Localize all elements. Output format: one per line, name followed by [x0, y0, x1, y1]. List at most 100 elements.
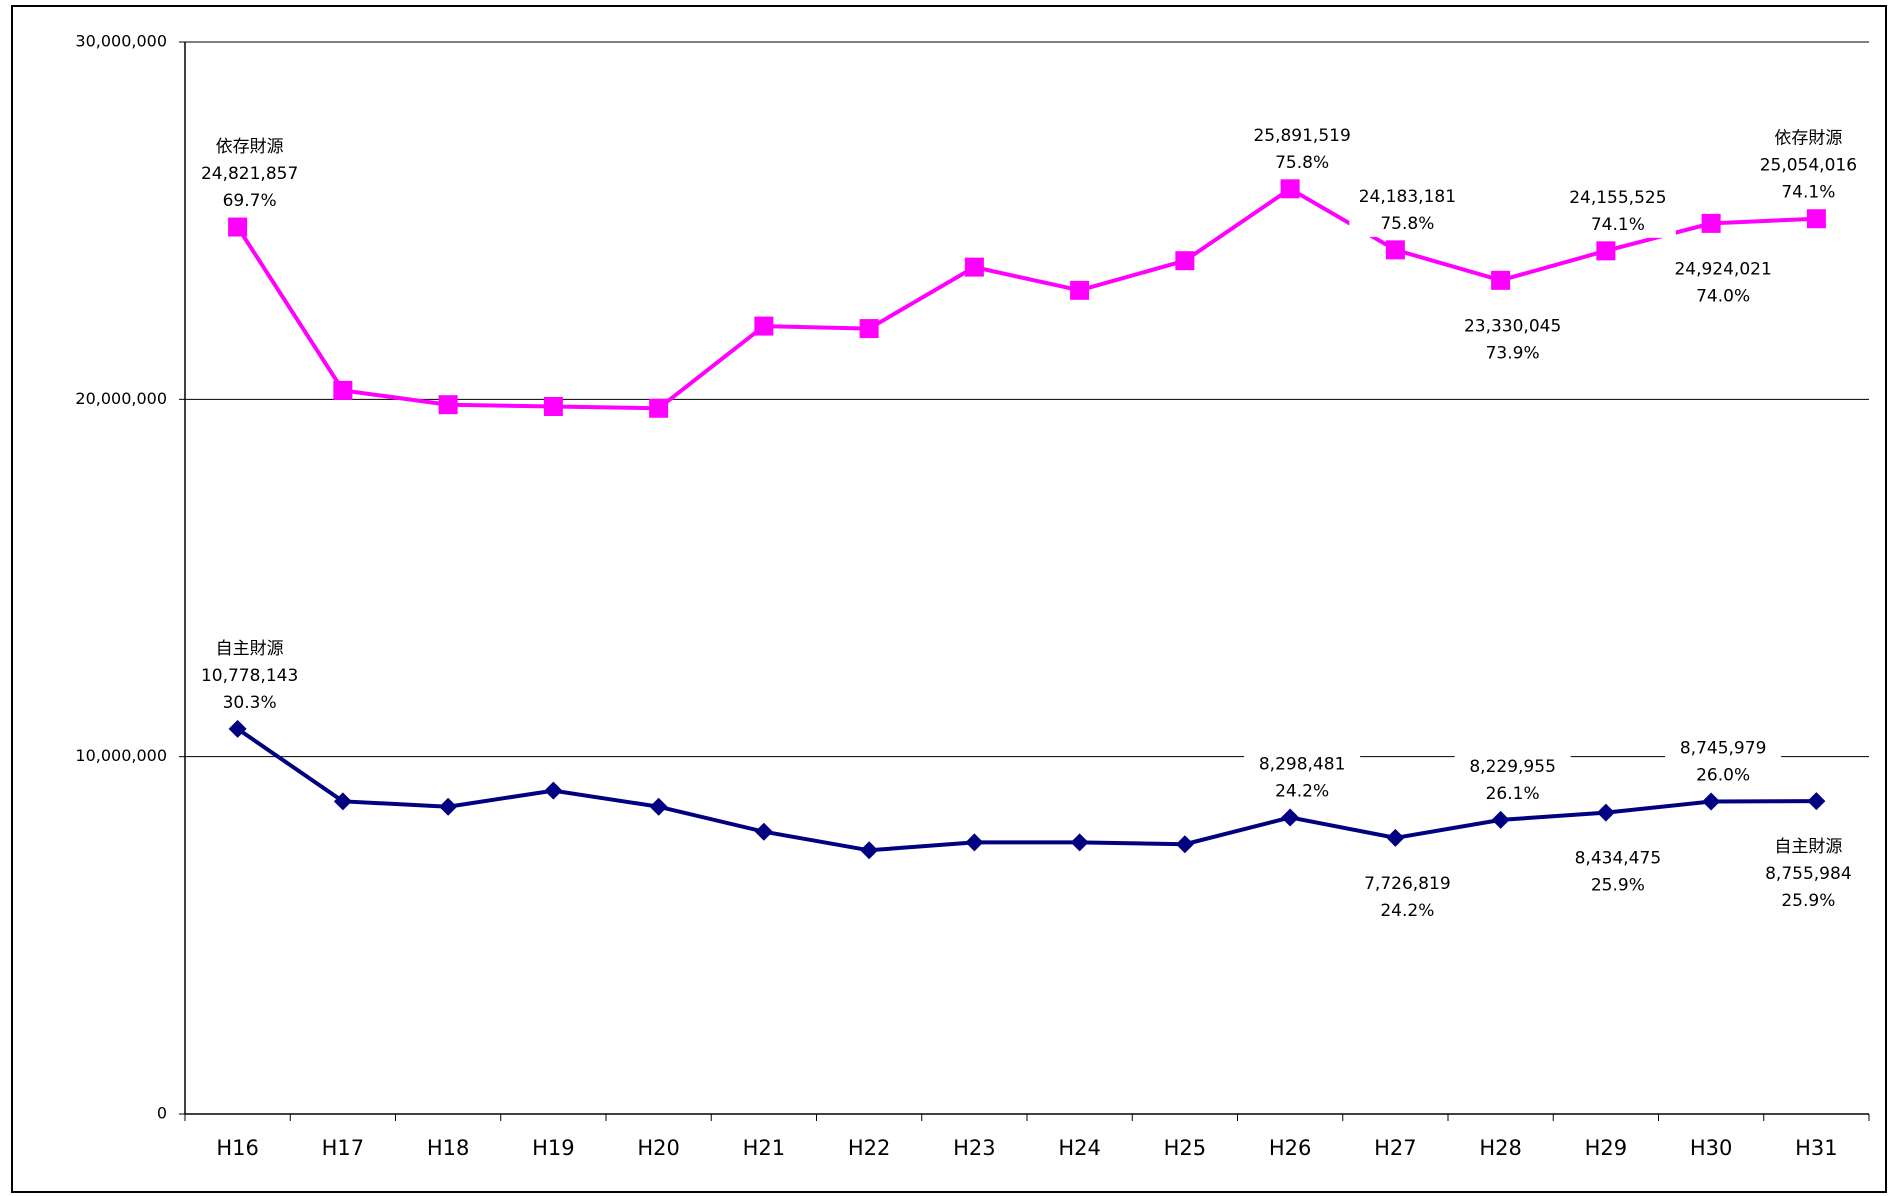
x-tick-label: H17: [322, 1136, 365, 1160]
marker: [1702, 792, 1721, 811]
marker: [754, 316, 774, 336]
marker: [228, 217, 248, 237]
value-label: 8,298,481: [1259, 754, 1346, 774]
x-tick-label: H26: [1269, 1136, 1312, 1160]
y-tick-label: 20,000,000: [75, 389, 167, 408]
y-tick-label: 10,000,000: [75, 746, 167, 765]
percent-label: 24.2%: [1380, 901, 1434, 921]
series-name: 自主財源: [216, 639, 284, 659]
series-name: 自主財源: [1774, 837, 1842, 857]
percent-label: 75.8%: [1275, 153, 1329, 173]
label-background: [1750, 124, 1867, 206]
value-label: 24,155,525: [1569, 188, 1666, 208]
x-tick-label: H20: [637, 1136, 680, 1160]
marker: [333, 792, 352, 811]
percent-label: 69.7%: [223, 191, 277, 211]
marker: [543, 396, 563, 416]
value-label: 8,755,984: [1765, 864, 1852, 884]
x-tick-label: H31: [1795, 1136, 1838, 1160]
marker: [228, 719, 247, 738]
marker: [1280, 179, 1300, 199]
percent-label: 26.1%: [1486, 784, 1540, 804]
value-label: 10,778,143: [201, 666, 298, 686]
x-tick-label: H23: [953, 1136, 996, 1160]
marker: [859, 319, 879, 339]
marker: [1807, 792, 1826, 811]
label-background: [1454, 752, 1571, 807]
label-background: [1349, 182, 1466, 237]
marker: [1491, 270, 1511, 290]
percent-label: 25.9%: [1591, 876, 1645, 896]
marker: [1175, 251, 1195, 271]
marker: [1596, 803, 1615, 822]
label-background: [1244, 121, 1361, 176]
value-label: 24,183,181: [1359, 187, 1456, 207]
marker: [333, 380, 353, 400]
label-background: [1454, 312, 1571, 367]
x-tick-label: H16: [216, 1136, 259, 1160]
x-tick-label: H19: [532, 1136, 575, 1160]
marker: [1491, 810, 1510, 829]
marker: [1175, 835, 1194, 854]
x-tick-label: H29: [1585, 1136, 1628, 1160]
series-line: [235, 186, 1817, 411]
marker: [1386, 828, 1405, 847]
value-label: 7,726,819: [1364, 874, 1451, 894]
marker: [860, 841, 879, 860]
x-tick-label: H28: [1479, 1136, 1522, 1160]
marker: [1701, 213, 1721, 233]
value-label: 24,924,021: [1674, 259, 1771, 279]
marker: [438, 395, 458, 415]
marker: [1281, 808, 1300, 827]
marker: [1596, 241, 1616, 261]
x-tick-label: H24: [1058, 1136, 1101, 1160]
value-label: 8,434,475: [1575, 849, 1662, 869]
percent-label: 74.1%: [1591, 215, 1645, 235]
series-name: 依存財源: [1774, 129, 1842, 149]
label-background: [191, 133, 308, 215]
value-label: 25,054,016: [1760, 156, 1857, 176]
marker: [1070, 280, 1090, 300]
marker: [1385, 240, 1405, 260]
x-tick-label: H25: [1164, 1136, 1207, 1160]
x-tick-label: H21: [743, 1136, 786, 1160]
x-tick-label: H27: [1374, 1136, 1417, 1160]
percent-label: 24.2%: [1275, 781, 1329, 801]
marker: [964, 257, 984, 277]
label-background: [191, 634, 308, 716]
label-background: [1665, 255, 1782, 310]
marker: [965, 833, 984, 852]
y-tick-label: 30,000,000: [75, 32, 167, 51]
value-label: 8,229,955: [1469, 757, 1556, 777]
value-label: 23,330,045: [1464, 316, 1561, 336]
series-line: [236, 727, 1817, 853]
percent-label: 74.1%: [1781, 183, 1835, 203]
label-background: [1559, 183, 1676, 238]
percent-label: 26.0%: [1696, 765, 1750, 785]
marker: [754, 822, 773, 841]
value-label: 8,745,979: [1680, 738, 1767, 758]
marker: [649, 797, 668, 816]
marker: [1070, 833, 1089, 852]
percent-label: 25.9%: [1781, 891, 1835, 911]
x-tick-label: H30: [1690, 1136, 1733, 1160]
label-background: [1244, 750, 1361, 805]
percent-label: 30.3%: [223, 693, 277, 713]
x-tick-label: H18: [427, 1136, 470, 1160]
label-background: [1559, 844, 1676, 899]
percent-label: 74.0%: [1696, 286, 1750, 306]
y-tick-label: 0: [157, 1104, 167, 1123]
percent-label: 73.9%: [1486, 343, 1540, 363]
series-name: 依存財源: [216, 137, 284, 157]
label-background: [1349, 869, 1466, 924]
value-label: 24,821,857: [201, 164, 298, 184]
label-background: [1750, 833, 1867, 915]
marker: [1806, 209, 1826, 229]
marker: [544, 781, 563, 800]
marker: [439, 797, 458, 816]
label-background: [1665, 734, 1782, 789]
percent-label: 75.8%: [1380, 214, 1434, 234]
x-tick-label: H22: [848, 1136, 891, 1160]
value-label: 25,891,519: [1253, 126, 1350, 146]
